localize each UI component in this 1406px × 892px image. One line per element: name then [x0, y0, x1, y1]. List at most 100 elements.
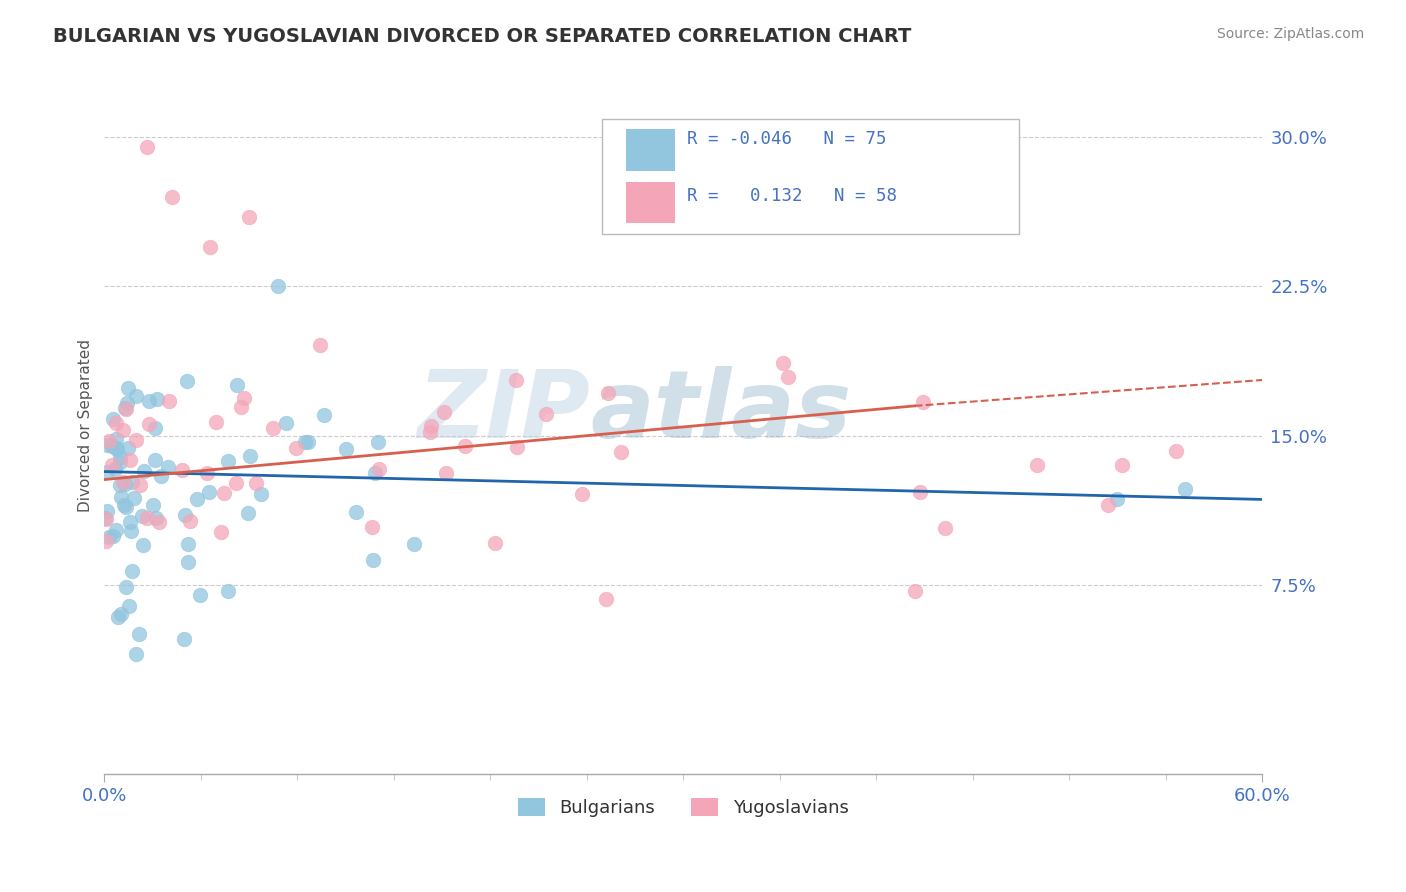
Point — [112, 498, 135, 512]
Point — [94, 534, 117, 549]
Point — [176, 374, 198, 388]
Legend: Bulgarians, Yugoslavians: Bulgarians, Yugoslavians — [510, 790, 856, 824]
Point — [114, 500, 136, 514]
Point — [97, 434, 120, 449]
Point — [125, 434, 148, 448]
Point — [454, 439, 477, 453]
Y-axis label: Divorced or Separated: Divorced or Separated — [79, 339, 93, 512]
Point — [402, 537, 425, 551]
Point — [225, 475, 247, 490]
Point — [115, 402, 138, 417]
Point — [111, 475, 134, 490]
Point — [250, 487, 273, 501]
Point — [236, 506, 259, 520]
Point — [148, 516, 170, 530]
Point — [125, 647, 148, 661]
Point — [308, 337, 330, 351]
Point — [934, 521, 956, 535]
Point — [117, 381, 139, 395]
Point — [108, 478, 131, 492]
Point — [146, 392, 169, 407]
Point — [239, 450, 262, 464]
Point — [205, 415, 228, 429]
Point — [103, 529, 125, 543]
Point — [117, 442, 139, 456]
Point — [179, 514, 201, 528]
Point — [101, 458, 124, 473]
Point — [101, 439, 124, 453]
Point — [94, 510, 117, 524]
Point — [778, 369, 800, 384]
Point — [195, 467, 218, 481]
Point — [138, 417, 160, 431]
Point — [121, 564, 143, 578]
Point — [138, 394, 160, 409]
Point — [135, 140, 157, 154]
Point — [112, 423, 135, 437]
Point — [367, 434, 389, 449]
Point — [361, 520, 384, 534]
Point — [217, 584, 239, 599]
Point — [115, 581, 138, 595]
Point — [143, 453, 166, 467]
Point — [132, 538, 155, 552]
Point — [772, 356, 794, 370]
Point — [101, 411, 124, 425]
Point — [361, 553, 384, 567]
Point — [200, 239, 222, 253]
Point — [335, 442, 357, 456]
Point — [419, 419, 441, 434]
Point — [419, 425, 441, 439]
Point — [484, 535, 506, 549]
Point — [115, 396, 138, 410]
Point — [128, 626, 150, 640]
Point — [238, 210, 260, 224]
Point — [536, 407, 558, 421]
Point — [125, 389, 148, 403]
Point — [120, 452, 142, 467]
Point — [174, 508, 197, 522]
Point — [433, 405, 456, 419]
Point — [505, 373, 527, 387]
Point — [177, 556, 200, 570]
Point — [1111, 458, 1133, 472]
Point — [284, 441, 307, 455]
Point — [117, 599, 139, 614]
Point — [96, 466, 118, 480]
Point — [188, 588, 211, 602]
Point — [107, 610, 129, 624]
Point — [173, 632, 195, 647]
Point — [1026, 458, 1049, 472]
FancyBboxPatch shape — [627, 129, 675, 170]
Point — [120, 524, 142, 539]
Point — [170, 462, 193, 476]
Point — [364, 466, 387, 480]
Point — [176, 537, 198, 551]
Point — [104, 462, 127, 476]
Point — [226, 377, 249, 392]
Text: R =   0.132   N = 58: R = 0.132 N = 58 — [686, 187, 897, 205]
Point — [110, 607, 132, 621]
Point — [132, 464, 155, 478]
Point — [233, 391, 256, 405]
Point — [96, 438, 118, 452]
Point — [197, 485, 219, 500]
Point — [312, 409, 335, 423]
FancyBboxPatch shape — [627, 182, 675, 224]
Point — [911, 395, 934, 409]
Point — [904, 584, 927, 599]
Point — [212, 486, 235, 500]
Point — [1174, 483, 1197, 497]
Point — [209, 524, 232, 539]
Point — [1107, 492, 1129, 507]
Point — [96, 511, 118, 525]
Point — [145, 511, 167, 525]
Point — [267, 279, 290, 293]
Point — [143, 420, 166, 434]
Point — [160, 190, 183, 204]
Point — [108, 455, 131, 469]
Text: Source: ZipAtlas.com: Source: ZipAtlas.com — [1216, 27, 1364, 41]
Point — [231, 401, 253, 415]
Text: ZIP: ZIP — [418, 366, 591, 458]
Point — [571, 487, 593, 501]
